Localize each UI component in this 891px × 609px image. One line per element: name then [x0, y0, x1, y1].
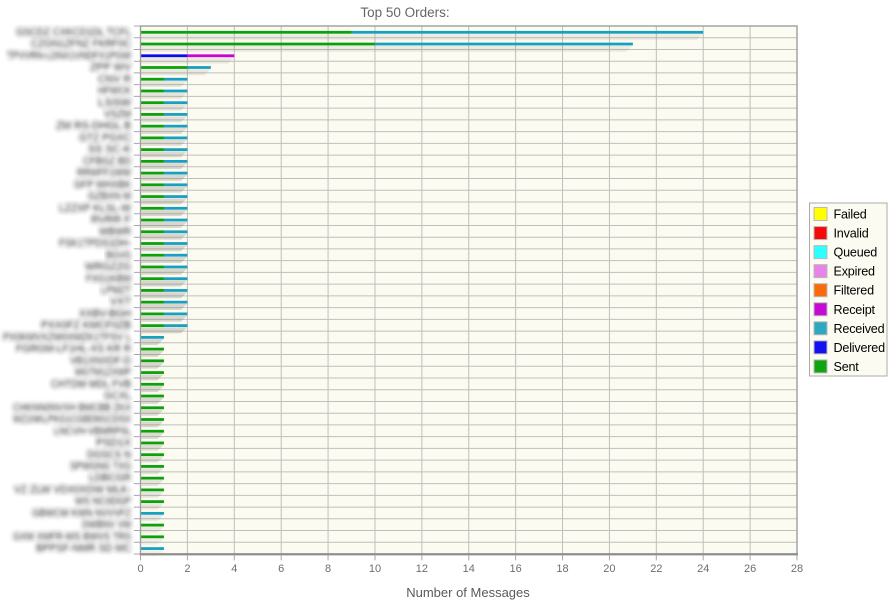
- svg-text:Delivered: Delivered: [834, 341, 886, 355]
- svg-text:MGTM1ZXWP: MGTM1ZXWP: [75, 367, 131, 379]
- svg-text:Sent: Sent: [834, 360, 860, 374]
- svg-text:2: 2: [184, 563, 190, 575]
- svg-text:GTZ PGXC: GTZ PGXC: [79, 132, 131, 144]
- svg-text:XXBV-BGH: XXBV-BGH: [79, 308, 131, 320]
- svg-text:DGSCS N: DGSCS N: [87, 449, 131, 461]
- svg-text:ZPP WV: ZPP WV: [90, 62, 132, 74]
- svg-text:CNV R: CNV R: [98, 73, 131, 85]
- svg-text:8: 8: [325, 563, 331, 575]
- svg-text:18: 18: [556, 563, 568, 575]
- svg-text:12: 12: [416, 563, 428, 575]
- svg-text:GFP WHXBK: GFP WHXBK: [74, 179, 132, 191]
- svg-text:0: 0: [137, 563, 143, 575]
- svg-text:Filtered: Filtered: [834, 284, 875, 298]
- svg-text:FGRGM-LF1HL-XS KR R: FGRGM-LF1HL-XS KR R: [16, 343, 131, 355]
- svg-text:PXX0FZ KMCF0ZB: PXX0FZ KMCF0ZB: [41, 320, 131, 332]
- svg-text:4: 4: [231, 563, 237, 575]
- svg-text:20: 20: [603, 563, 615, 575]
- svg-text:WBWR: WBWR: [99, 226, 131, 238]
- svg-text:16: 16: [510, 563, 522, 575]
- svg-text:GXM XMFR-WS BWVS TRS: GXM XMFR-WS BWVS TRS: [13, 531, 131, 543]
- svg-text:ZM RS-DHGL B: ZM RS-DHGL B: [56, 120, 131, 132]
- svg-text:FSK1TPDS1DH-: FSK1TPDS1DH-: [59, 238, 131, 250]
- svg-text:GCXL: GCXL: [104, 390, 131, 402]
- svg-text:CFBGZ BD: CFBGZ BD: [83, 155, 131, 167]
- svg-text:BGVG: BGVG: [106, 249, 131, 261]
- svg-text:RVRR F: RVRR F: [91, 214, 131, 226]
- svg-text:VB1XNXDF-D: VB1XNXDF-D: [70, 355, 131, 367]
- svg-text:LNCVH-VBMRP0L: LNCVH-VBMRP0L: [54, 425, 131, 437]
- svg-text:SS SC-K: SS SC-K: [88, 144, 132, 156]
- svg-text:Queued: Queued: [834, 246, 878, 260]
- svg-text:6: 6: [278, 563, 284, 575]
- svg-text:WS NC0DGP: WS NC0DGP: [75, 496, 131, 508]
- svg-text:LSSW: LSSW: [98, 97, 132, 109]
- svg-text:HFWCK: HFWCK: [98, 85, 132, 97]
- svg-text:GZBXN M: GZBXN M: [88, 191, 131, 203]
- svg-text:28: 28: [791, 563, 803, 575]
- svg-text:Number of Messages: Number of Messages: [406, 585, 530, 600]
- svg-text:LZZXP KLSL-W: LZZXP KLSL-W: [59, 202, 132, 214]
- svg-text:Top 50 Orders:: Top 50 Orders:: [360, 5, 449, 20]
- svg-text:GBWCW KWN NVVVFZ: GBWCW KWN NVVVFZ: [32, 507, 131, 519]
- svg-text:WZ1NKLPKG1CGBDM1CDSX: WZ1NKLPKG1CGBDM1CDSX: [13, 414, 132, 426]
- svg-text:Expired: Expired: [834, 265, 875, 279]
- svg-text:FXG1KBM: FXG1KBM: [86, 273, 131, 285]
- svg-text:TPVVRN-LDNX1VNDFX1PGW: TPVVRN-LDNX1VNDFX1PGW: [7, 50, 131, 62]
- svg-text:CHKNN0NVXH BMCBB ZKX: CHKNN0NVXH BMCBB ZKX: [13, 402, 132, 414]
- svg-text:LPMZT: LPMZT: [101, 285, 131, 297]
- svg-text:24: 24: [697, 563, 709, 575]
- svg-text:10: 10: [369, 563, 381, 575]
- svg-text:VZ ZLW VDX0XDW MLK-: VZ ZLW VDX0XDW MLK-: [14, 484, 131, 496]
- svg-text:BPPSF-NMR SD MC: BPPSF-NMR SD MC: [36, 543, 131, 555]
- svg-text:26: 26: [744, 563, 756, 575]
- svg-text:Received: Received: [834, 322, 885, 336]
- svg-text:VXT: VXT: [110, 296, 131, 308]
- svg-text:PX0KMVXZW0XMZK1TFSV L: PX0KMVXZW0XMZK1TFSV L: [3, 331, 131, 343]
- svg-text:Receipt: Receipt: [834, 303, 876, 317]
- svg-text:VSZM: VSZM: [104, 109, 131, 121]
- svg-text:CHTDM MDL FVB: CHTDM MDL FVB: [51, 378, 131, 390]
- svg-text:CZGN1ZFNZ FKRF0C: CZGN1ZFNZ FKRF0C: [31, 38, 131, 50]
- svg-text:DWBNV VM: DWBNV VM: [82, 519, 131, 531]
- svg-text:Failed: Failed: [834, 208, 867, 222]
- svg-text:22: 22: [650, 563, 662, 575]
- svg-text:PSD1X: PSD1X: [96, 437, 132, 449]
- svg-text:Invalid: Invalid: [834, 227, 869, 241]
- svg-text:14: 14: [463, 563, 475, 575]
- svg-text:SPWGNG TXG: SPWGNG TXG: [70, 461, 131, 473]
- svg-text:RRWFF1WW: RRWFF1WW: [77, 167, 131, 179]
- svg-text:LDBCGR: LDBCGR: [89, 472, 131, 484]
- svg-text:GSCDZ CXKCD1DL TCFL: GSCDZ CXKCD1DL TCFL: [16, 26, 131, 38]
- svg-text:WRGZZG: WRGZZG: [85, 261, 131, 273]
